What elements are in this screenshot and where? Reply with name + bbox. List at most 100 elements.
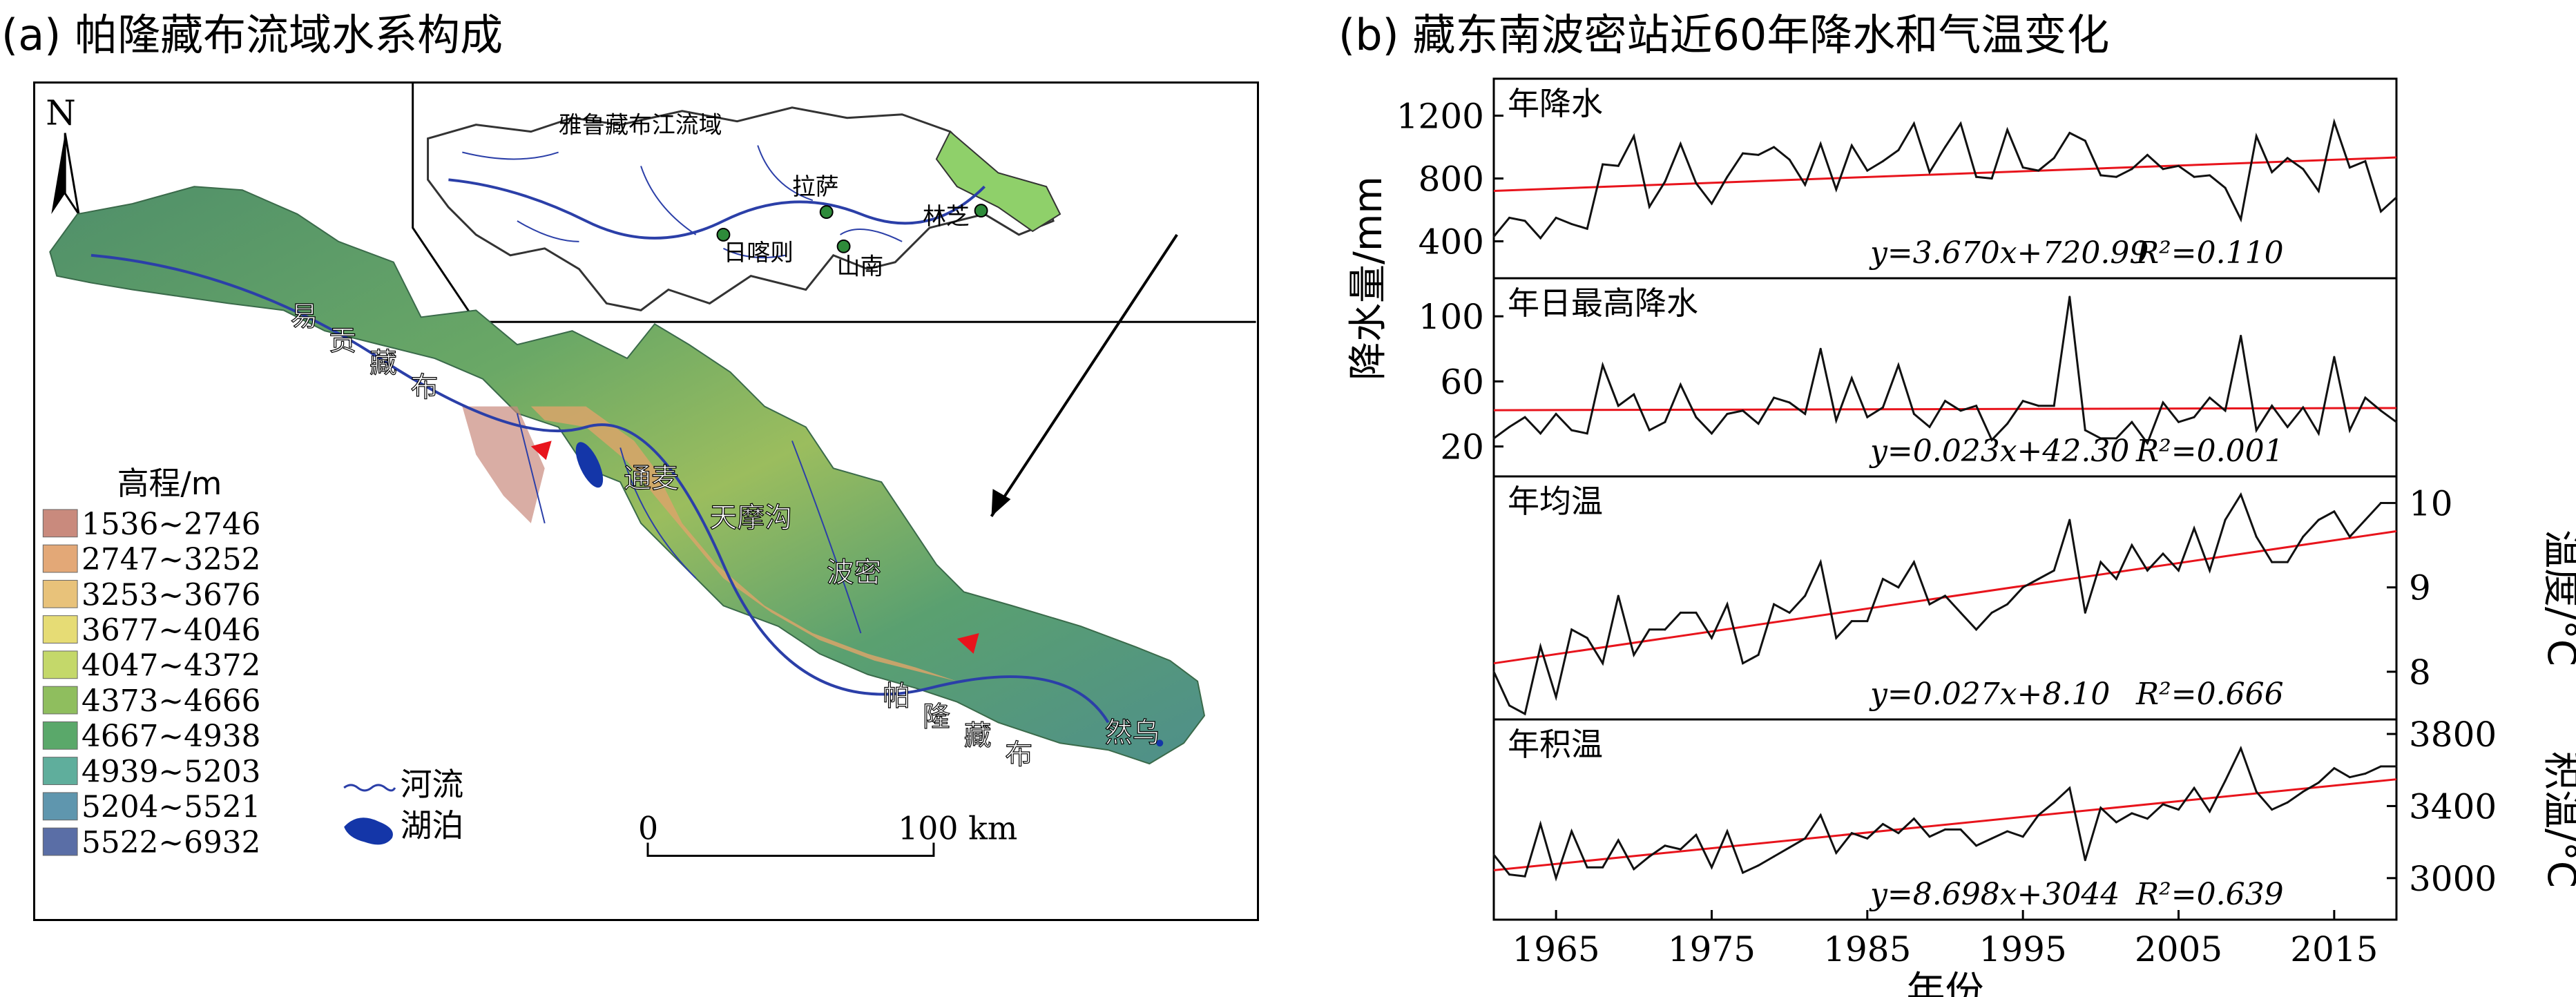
river-char-4: 布	[411, 371, 439, 403]
data-point-0-17	[1757, 153, 1760, 156]
data-point-1-28	[1928, 425, 1931, 428]
data-point-2-24	[1866, 620, 1869, 623]
data-point-2-52	[2302, 535, 2305, 538]
legend-swatch-7	[42, 757, 78, 785]
ytick-label-2-2: 10	[2409, 484, 2453, 524]
legend-label-1: 2747~3252	[81, 542, 260, 577]
data-point-3-29	[1944, 828, 1946, 831]
data-point-2-31	[1975, 628, 1978, 631]
data-point-0-32	[1990, 177, 1993, 180]
data-point-3-38	[2084, 859, 2086, 862]
trend-line-0	[1493, 156, 2397, 192]
data-point-0-15	[1726, 175, 1729, 178]
data-point-1-25	[1881, 406, 1884, 409]
data-point-3-35	[2037, 813, 2040, 816]
legend-swatch-2	[42, 579, 78, 608]
data-point-3-30	[1959, 828, 1962, 831]
data-point-3-39	[2099, 806, 2102, 809]
data-point-3-8	[1617, 839, 1619, 842]
river-char-8: 布	[1005, 739, 1032, 771]
data-point-2-48	[2240, 493, 2242, 496]
data-point-0-9	[1633, 135, 1635, 137]
data-point-3-20	[1804, 837, 1807, 840]
data-point-0-56	[2364, 159, 2367, 162]
data-point-3-13	[1695, 833, 1698, 836]
ytick-label-1-1: 60	[1440, 362, 1484, 402]
data-point-0-38	[2084, 139, 2086, 142]
data-point-1-0	[1492, 437, 1495, 440]
legend-label-3: 3677~4046	[81, 613, 260, 648]
data-point-2-15	[1726, 603, 1729, 606]
data-point-2-42	[2146, 569, 2149, 572]
data-point-1-2	[1524, 416, 1526, 418]
data-point-3-27	[1912, 817, 1915, 820]
north-label: N	[46, 93, 76, 133]
data-point-2-13	[1695, 611, 1698, 614]
data-point-1-42	[2146, 442, 2149, 445]
data-point-3-14	[1710, 866, 1713, 869]
data-point-3-11	[1664, 844, 1666, 847]
data-point-1-13	[1695, 416, 1698, 418]
data-point-2-44	[2178, 569, 2180, 572]
place-tongmai: 通麦	[624, 463, 679, 494]
data-point-2-18	[1773, 603, 1776, 606]
data-point-2-0	[1492, 670, 1495, 673]
data-point-0-7	[1602, 163, 1604, 166]
data-point-0-23	[1850, 144, 1853, 147]
xtick-label-4: 2005	[2135, 929, 2222, 969]
river-char-3: 藏	[369, 347, 397, 379]
data-point-2-35	[2037, 578, 2040, 581]
data-point-1-51	[2286, 425, 2289, 428]
data-point-3-22	[1835, 851, 1838, 854]
data-point-0-58	[2395, 196, 2398, 199]
data-point-3-34	[2021, 835, 2024, 838]
ytick-label-2-0: 8	[2409, 652, 2431, 693]
data-point-1-47	[2224, 409, 2227, 412]
inset-place-shannan: 山南	[837, 253, 884, 280]
data-point-3-24	[1866, 837, 1869, 840]
equation-0: y=3.670x+720.99	[1869, 235, 2149, 271]
legend-label-2: 3253~3676	[81, 577, 260, 612]
data-point-2-25	[1881, 578, 1884, 581]
legend-swatch-1	[42, 544, 78, 573]
data-point-1-30	[1959, 409, 1962, 412]
data-point-0-14	[1710, 202, 1713, 205]
data-point-3-4	[1555, 877, 1557, 880]
data-point-2-32	[1990, 611, 1993, 614]
panel-label-0: 年降水	[1508, 85, 1603, 122]
data-point-0-2	[1524, 220, 1526, 222]
data-point-3-0	[1492, 853, 1495, 856]
data-point-0-54	[2333, 121, 2336, 124]
data-point-0-12	[1679, 142, 1682, 145]
data-point-3-31	[1975, 844, 1978, 847]
data-point-3-3	[1539, 823, 1542, 826]
data-point-1-10	[1648, 429, 1651, 432]
data-point-2-7	[1602, 662, 1604, 665]
data-point-0-50	[2271, 171, 2274, 173]
legend-lake: 湖泊	[401, 808, 464, 844]
series-line-3	[1492, 746, 2396, 882]
place-tianmogou: 天摩沟	[710, 502, 792, 534]
data-point-2-51	[2286, 561, 2289, 563]
river-char-1: 易	[291, 300, 318, 332]
data-point-0-20	[1804, 184, 1807, 186]
data-point-3-55	[2348, 776, 2351, 779]
legend-label-8: 5204~5521	[81, 790, 260, 825]
data-point-1-6	[1586, 432, 1588, 435]
r2-0: R²=0.110	[2135, 235, 2284, 271]
data-point-3-47	[2224, 780, 2227, 782]
data-point-1-35	[2037, 405, 2040, 407]
data-point-3-32	[1990, 837, 1993, 840]
legend-title: 高程/m	[117, 465, 222, 502]
legend-label-4: 4047~4372	[81, 648, 260, 684]
legend-swatch-0	[42, 509, 78, 538]
data-point-2-40	[2115, 578, 2117, 581]
data-point-0-33	[2006, 128, 2009, 131]
panel-label-1: 年日最高降水	[1508, 284, 1698, 322]
river-char-6: 隆	[923, 701, 950, 733]
data-point-1-32	[1990, 438, 1993, 441]
data-point-1-41	[2131, 420, 2133, 423]
data-point-2-22	[1835, 637, 1838, 639]
data-point-0-29	[1944, 146, 1946, 148]
